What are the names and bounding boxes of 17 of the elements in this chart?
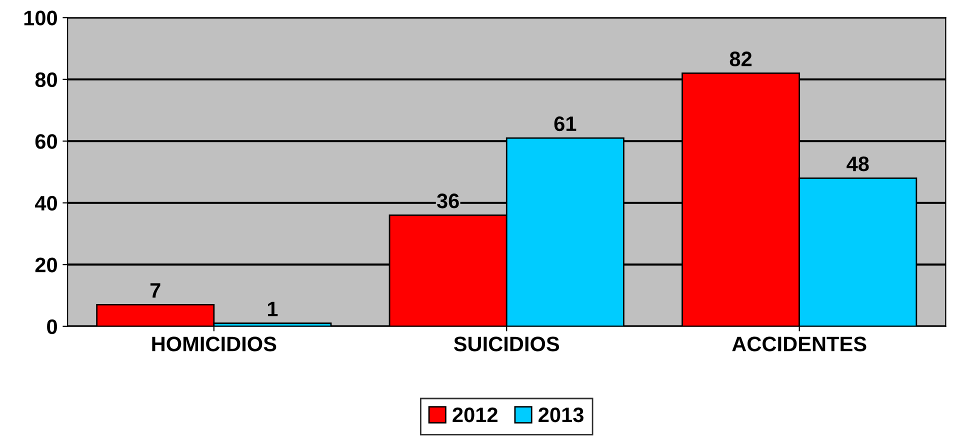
x-tick-label: ACCIDENTES [732, 336, 866, 352]
y-tick-label: 60 [35, 134, 57, 149]
data-label: 48 [846, 156, 869, 172]
y-tick-label: 20 [35, 258, 57, 272]
legend-label: 2012 [452, 407, 498, 422]
y-tick-label: 40 [34, 196, 57, 211]
data-label: 61 [554, 116, 576, 132]
data-label: 36 [436, 194, 459, 208]
y-tick-label: 0 [47, 319, 57, 334]
y-tick-label: 80 [35, 72, 57, 88]
x-tick-label: HOMICIDIOS [152, 336, 276, 352]
y-tick-label: 100 [24, 10, 57, 26]
data-label: 1 [268, 302, 278, 316]
legend-label: 2013 [538, 407, 584, 422]
x-tick-label: SUICIDIOS [454, 336, 560, 352]
data-label: 7 [150, 283, 160, 298]
data-label: 82 [730, 52, 752, 66]
